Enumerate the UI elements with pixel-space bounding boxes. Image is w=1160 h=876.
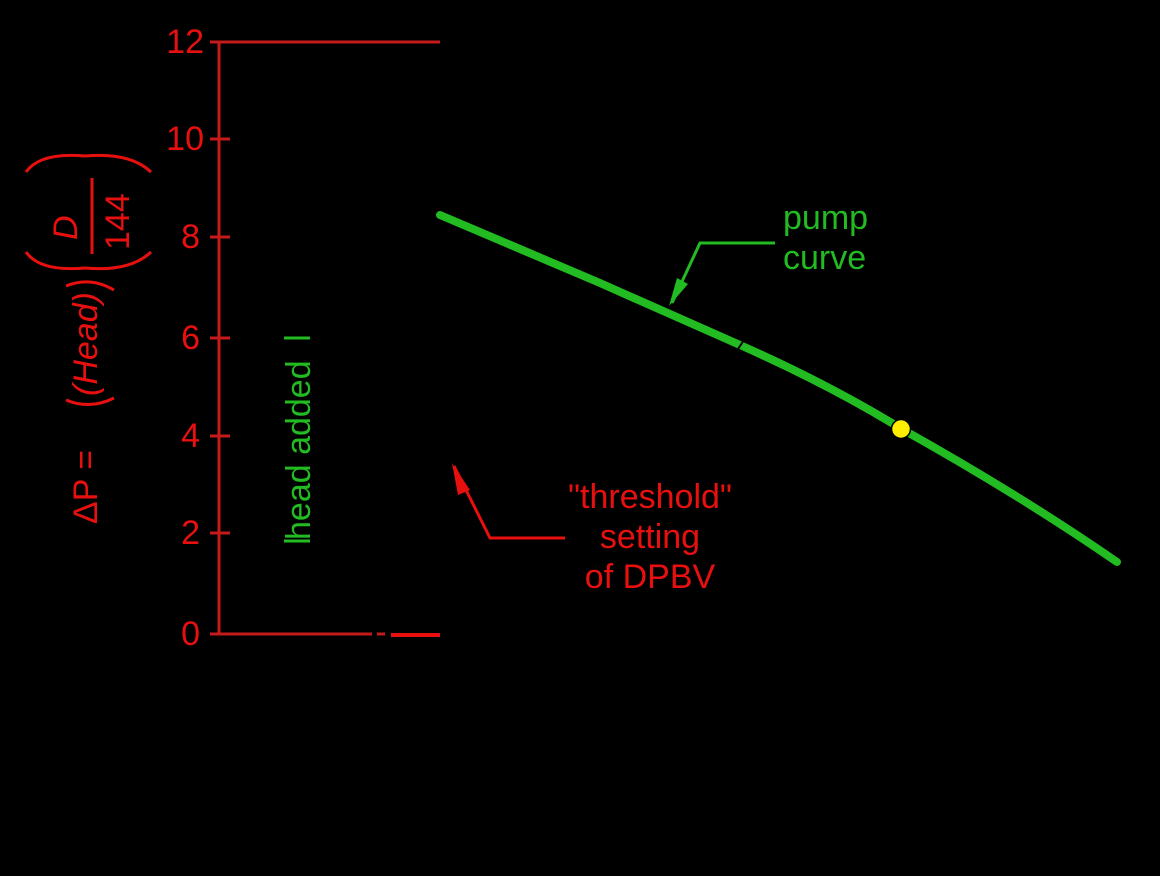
- pump-curve-arrowhead: [669, 278, 688, 306]
- tick-label-12: 12: [166, 23, 204, 61]
- threshold-label-line1: "threshold": [567, 478, 732, 516]
- operating-point: [890, 418, 912, 440]
- threshold-label-line3: of DPBV: [584, 558, 716, 596]
- y-label-head: (Head): [67, 292, 105, 396]
- y-label-delta-p: ΔP =: [67, 449, 105, 524]
- head-added-label: head added: [280, 360, 318, 540]
- tick-label-4: 4: [181, 417, 200, 455]
- curve-break-mark: [735, 336, 747, 353]
- y-label-d: D: [47, 215, 85, 240]
- threshold-arrowhead: [452, 463, 470, 495]
- tick-label-0: 0: [181, 615, 200, 653]
- tick-label-8: 8: [181, 218, 200, 256]
- pump-curve-label-line1: pump: [783, 199, 869, 237]
- tick-label-10: 10: [166, 120, 204, 158]
- tick-label-6: 6: [181, 319, 200, 357]
- threshold-label-line2: setting: [599, 518, 701, 556]
- pump-curve-label-line2: curve: [783, 239, 867, 277]
- pump-curve-leader: [670, 241, 775, 304]
- tick-label-2: 2: [181, 514, 200, 552]
- y-label-fraction-parens: [24, 153, 153, 406]
- head-added-bracket: [284, 336, 310, 543]
- y-axis-ticks: [210, 137, 230, 535]
- y-label-144: 144: [99, 193, 137, 250]
